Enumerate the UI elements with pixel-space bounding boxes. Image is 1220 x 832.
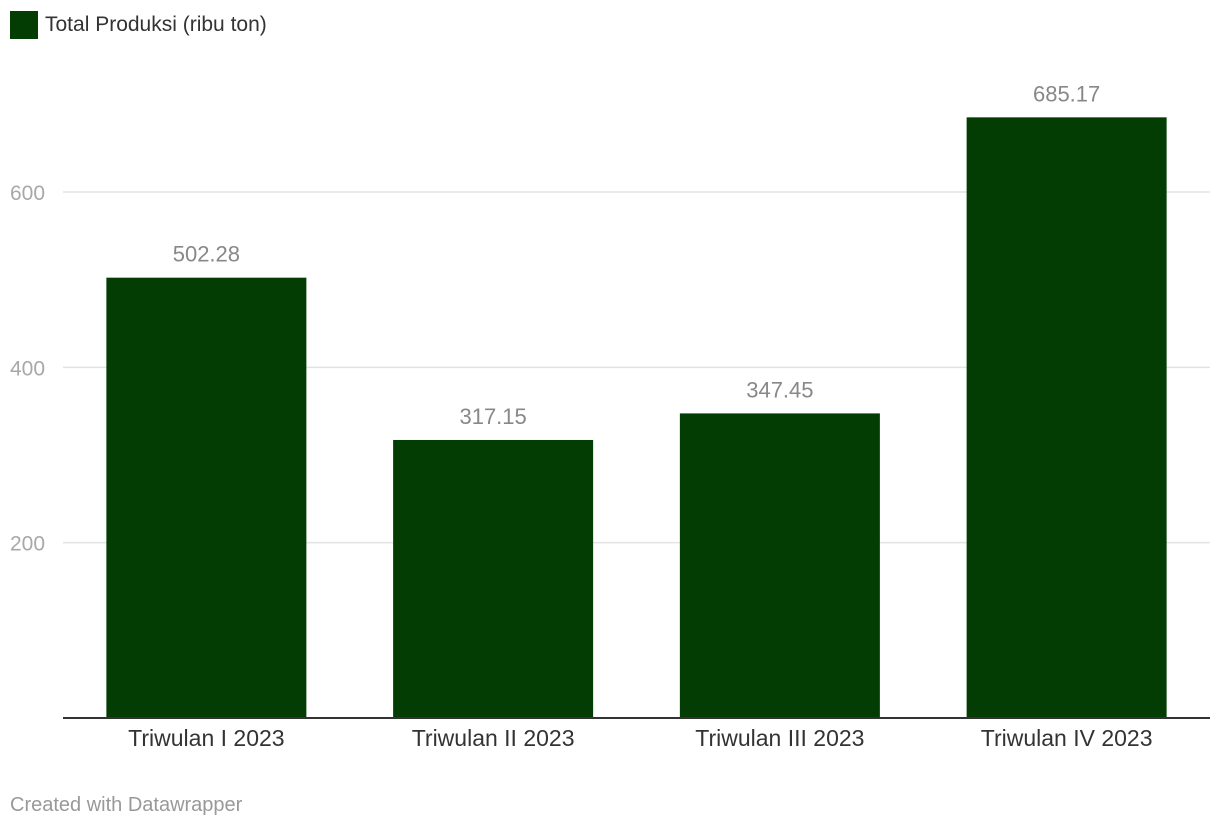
x-category-label-4: Triwulan IV 2023 [981,725,1153,751]
bar-value-label-3: 347.45 [746,377,813,402]
bar-value-label-2: 317.15 [459,404,526,429]
bar-value-label-1: 502.28 [173,242,240,267]
y-tick-label-400: 400 [10,357,45,380]
bar-4 [966,117,1167,719]
bar-3 [679,413,880,718]
y-tick-label-200: 200 [10,533,45,556]
legend-swatch [10,11,38,39]
credit-footer: Created with Datawrapper [10,794,243,816]
x-category-label-2: Triwulan II 2023 [412,725,575,751]
bar-2 [393,439,594,718]
legend-label: Total Produksi (ribu ton) [45,13,267,36]
chart-legend: Total Produksi (ribu ton) [10,11,267,39]
x-category-label-3: Triwulan III 2023 [695,725,864,751]
y-tick-label-600: 600 [10,182,45,205]
x-category-label-1: Triwulan I 2023 [128,725,284,751]
bar-1 [106,277,307,718]
bar-value-label-4: 685.17 [1033,81,1100,106]
